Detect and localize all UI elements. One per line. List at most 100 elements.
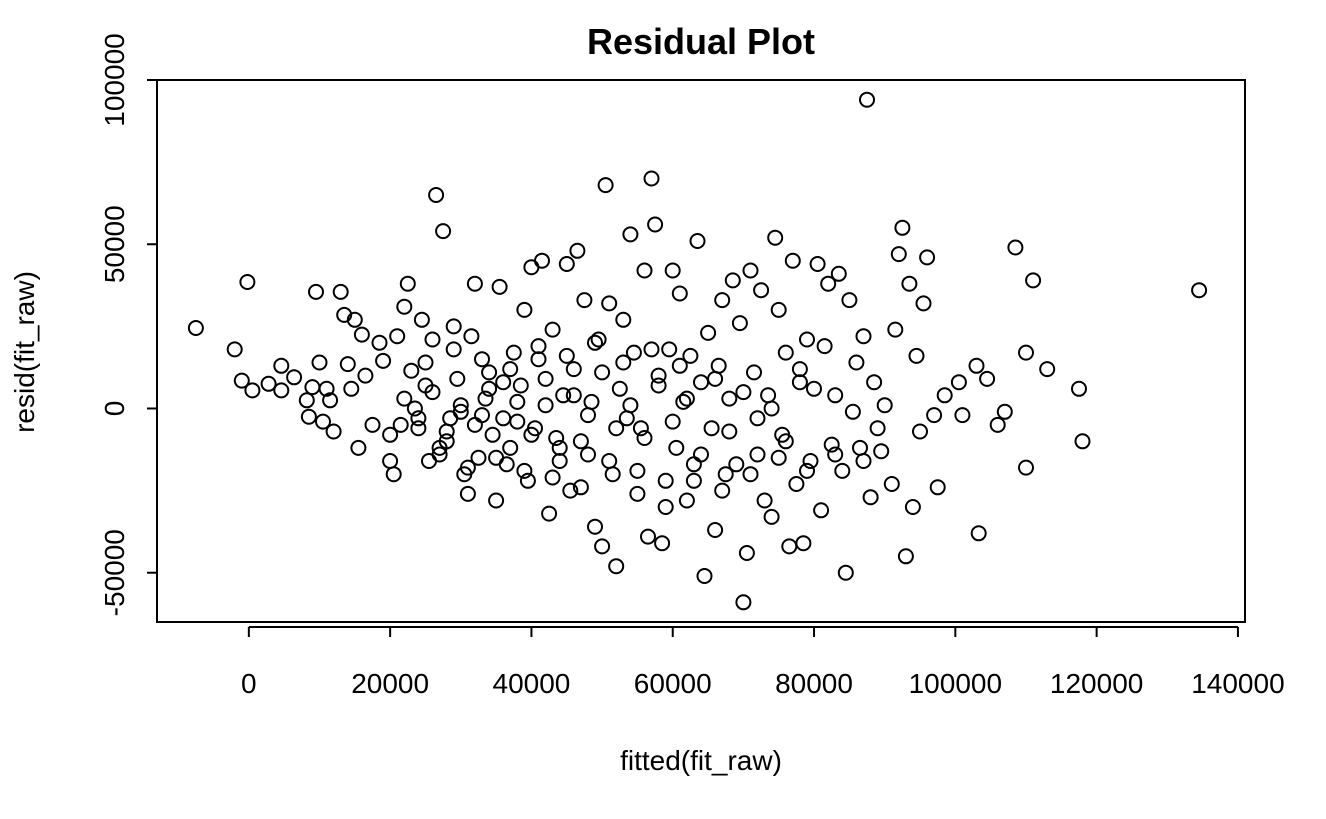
data-point	[332, 283, 349, 300]
data-point	[820, 275, 837, 292]
data-point	[809, 256, 826, 272]
data-point	[572, 433, 589, 450]
data-point	[996, 403, 1013, 420]
data-point	[481, 380, 498, 397]
x-tick-label: 60000	[634, 668, 712, 699]
data-point	[678, 492, 695, 509]
data-point	[187, 320, 204, 336]
data-point	[837, 564, 854, 581]
data-point	[435, 223, 452, 240]
data-point	[678, 390, 695, 407]
data-point	[738, 545, 755, 561]
data-point	[834, 462, 851, 479]
data-point	[601, 453, 618, 469]
data-point	[664, 262, 681, 279]
data-point	[827, 387, 844, 404]
data-point	[802, 453, 819, 469]
data-point	[488, 492, 505, 509]
data-point	[756, 492, 773, 509]
data-point	[781, 538, 798, 555]
data-point	[541, 505, 558, 522]
data-point	[979, 370, 996, 387]
data-point	[830, 265, 847, 282]
data-point	[495, 374, 512, 391]
data-point	[534, 252, 550, 269]
data-point	[580, 446, 596, 463]
data-point	[700, 324, 717, 341]
data-point	[601, 295, 618, 312]
data-point	[784, 252, 801, 269]
data-point	[392, 416, 409, 433]
data-point	[594, 364, 611, 381]
data-point	[848, 354, 865, 371]
x-tick-label: 40000	[493, 668, 571, 699]
data-point	[625, 344, 642, 361]
data-point	[260, 375, 277, 392]
data-point	[530, 338, 547, 355]
data-point	[357, 367, 374, 384]
chart-title: Residual Plot	[587, 21, 815, 62]
y-tick-label: 0	[99, 401, 130, 417]
data-point	[883, 476, 900, 492]
data-point	[873, 443, 890, 460]
data-point	[682, 347, 699, 364]
data-point	[749, 410, 766, 427]
data-point	[551, 439, 568, 456]
data-point	[1018, 459, 1034, 476]
data-point	[827, 446, 844, 463]
data-point	[346, 311, 363, 328]
data-point	[703, 420, 720, 437]
data-point	[608, 558, 625, 575]
data-point	[643, 341, 660, 358]
data-point	[495, 410, 512, 427]
data-point	[742, 262, 759, 279]
data-point	[389, 328, 406, 345]
data-point	[799, 462, 815, 479]
data-point	[859, 91, 875, 108]
data-point	[844, 403, 861, 420]
x-tick-label: 20000	[351, 668, 429, 699]
data-point	[788, 476, 805, 492]
data-point	[233, 372, 250, 389]
data-point	[869, 420, 886, 437]
data-point	[795, 535, 812, 552]
data-point	[661, 341, 678, 358]
data-point	[714, 292, 731, 309]
data-point	[664, 413, 681, 430]
data-point	[862, 489, 879, 506]
data-point	[1025, 272, 1042, 289]
x-tick-label: 100000	[909, 668, 1002, 699]
data-point	[777, 344, 794, 361]
data-point	[502, 361, 519, 378]
data-point	[615, 354, 632, 371]
data-point	[244, 382, 261, 399]
data-point	[746, 364, 762, 381]
data-point	[950, 374, 967, 391]
data-point	[926, 407, 943, 424]
data-point	[904, 499, 921, 515]
data-point	[728, 456, 745, 473]
data-point	[562, 482, 579, 499]
data-point	[548, 430, 565, 446]
x-axis-label: fitted(fit_raw)	[620, 745, 782, 776]
data-point	[463, 328, 480, 345]
y-tick-label: 50000	[99, 205, 130, 283]
data-point	[894, 219, 911, 236]
data-point	[890, 246, 907, 263]
data-point	[375, 352, 392, 369]
data-point	[226, 341, 243, 358]
data-point	[399, 275, 416, 292]
data-point	[406, 400, 423, 417]
data-point	[325, 423, 342, 440]
data-point	[632, 420, 649, 437]
data-point	[707, 370, 724, 387]
data-point	[1191, 282, 1208, 299]
data-point	[799, 331, 815, 348]
data-point	[770, 301, 787, 318]
data-point	[763, 400, 780, 417]
data-point	[371, 334, 388, 351]
data-point	[721, 423, 738, 440]
data-point	[523, 259, 540, 276]
data-point	[572, 479, 589, 496]
data-point	[382, 426, 399, 443]
